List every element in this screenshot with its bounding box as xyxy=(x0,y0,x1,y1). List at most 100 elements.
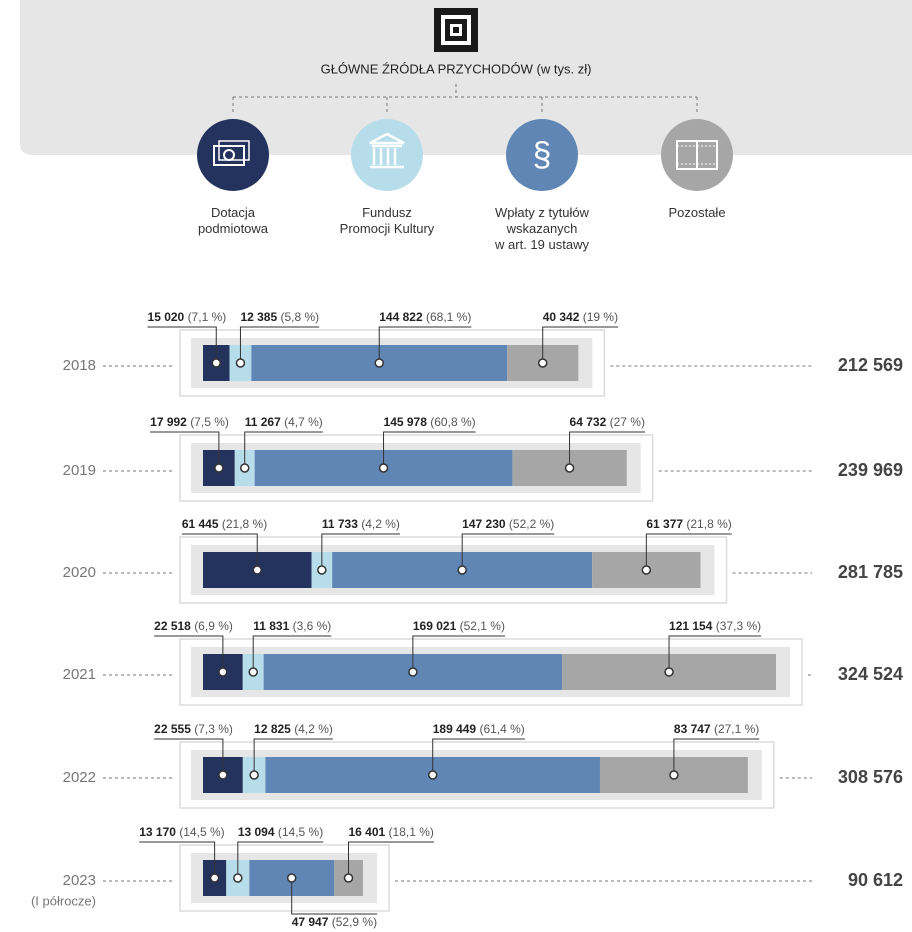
label-dot xyxy=(317,565,327,575)
data-label: 17 992 (7,5 %) xyxy=(150,415,229,429)
data-label: 12 385 (5,8 %) xyxy=(240,310,319,324)
value-label: 11 831 xyxy=(253,619,289,633)
label-dot xyxy=(209,873,220,883)
header-icon xyxy=(434,8,478,52)
bar-frame xyxy=(179,638,803,706)
data-label: 121 154 (37,3 %) xyxy=(669,619,761,633)
data-label-group: 16 401 (18,1 %) xyxy=(343,825,434,883)
value-label: 61 377 xyxy=(646,517,683,531)
data-label-group: 83 747 (27,1 %) xyxy=(669,722,760,780)
total-label: 324 524 xyxy=(838,664,903,684)
legend-entry: Pozostałe xyxy=(668,205,726,220)
percent-label: (3,6 %) xyxy=(293,619,332,633)
bar-frame xyxy=(179,434,654,502)
value-label: 83 747 xyxy=(674,722,711,736)
label-leader xyxy=(244,431,323,468)
legend-entry: Fundusz Promocji Kultury xyxy=(339,205,435,236)
value-label: 12 385 xyxy=(240,310,277,324)
icon-wplaty: § xyxy=(506,119,578,191)
label-leader xyxy=(237,841,324,878)
percent-label: (27 %) xyxy=(610,415,645,429)
label-dot xyxy=(457,565,467,575)
icon-fundusz xyxy=(351,119,423,191)
data-label: 16 401 (18,1 %) xyxy=(349,825,434,839)
label-dot xyxy=(408,667,418,677)
percent-label: (19 %) xyxy=(583,310,618,324)
category-label: 2019 xyxy=(63,462,96,479)
bar-frame xyxy=(179,844,390,912)
value-label: 121 154 xyxy=(669,619,713,633)
percent-label: (4,2 %) xyxy=(294,722,333,736)
percent-label: (4,2 %) xyxy=(361,517,400,531)
bar-frame xyxy=(179,329,606,397)
value-label: 61 445 xyxy=(182,517,219,531)
label-leader xyxy=(378,326,472,363)
percent-label: (4,7 %) xyxy=(284,415,323,429)
data-label-group: 121 154 (37,3 %) xyxy=(664,619,762,677)
data-label: 83 747 (27,1 %) xyxy=(674,722,759,736)
label-leader xyxy=(139,841,216,878)
value-label: 11 733 xyxy=(322,517,358,531)
label-leader xyxy=(673,738,760,775)
label-leader xyxy=(645,533,732,570)
value-label: 64 732 xyxy=(570,415,607,429)
category-label: 2018 xyxy=(63,357,96,374)
label-leader xyxy=(348,841,434,878)
data-label: 147 230 (52,2 %) xyxy=(462,517,554,531)
percent-label: (21,8 %) xyxy=(686,517,731,531)
label-dot xyxy=(537,358,548,368)
data-label: 15 020 (7,1 %) xyxy=(148,310,227,324)
percent-label: (14,5 %) xyxy=(278,825,323,839)
percent-label: (68,1 %) xyxy=(426,310,471,324)
data-label-group: 15 020 (7,1 %) xyxy=(147,310,227,368)
data-label: 169 021 (52,1 %) xyxy=(413,619,505,633)
header-connector xyxy=(232,84,698,115)
total-label: 308 576 xyxy=(838,767,903,787)
label-leader xyxy=(569,431,645,468)
total-label: 90 612 xyxy=(848,870,903,890)
label-dot xyxy=(214,463,224,473)
data-label-group: 22 518 (6,9 %) xyxy=(154,619,233,677)
total-label: 281 785 xyxy=(838,562,903,582)
label-dot xyxy=(249,770,259,780)
label-dot xyxy=(641,565,652,575)
data-label-group: 12 825 (4,2 %) xyxy=(249,722,333,780)
label-leader xyxy=(383,431,476,468)
label-leader xyxy=(291,878,378,915)
label-dot xyxy=(427,770,438,780)
label-leader xyxy=(253,738,333,775)
data-label-group: 147 230 (52,2 %) xyxy=(457,517,555,575)
label-dot xyxy=(564,463,575,473)
data-label-group: 13 170 (14,5 %) xyxy=(139,825,225,883)
label-leader xyxy=(252,635,332,672)
label-dot xyxy=(248,667,258,677)
period-note: (I półrocze) xyxy=(31,893,96,908)
percent-label: (52,9 %) xyxy=(332,915,377,929)
label-leader xyxy=(154,738,224,775)
data-label-group: 47 947 (52,9 %) xyxy=(286,873,378,929)
data-label-group: 189 449 (61,4 %) xyxy=(427,722,525,780)
data-label-group: 169 021 (52,1 %) xyxy=(408,619,505,677)
category-label: 2022 xyxy=(63,769,96,786)
data-label-group: 13 094 (14,5 %) xyxy=(233,825,324,883)
value-label: 147 230 xyxy=(462,517,506,531)
data-label: 189 449 (61,4 %) xyxy=(433,722,525,736)
label-leader xyxy=(542,326,619,363)
data-label: 11 733 (4,2 %) xyxy=(322,517,400,531)
data-label-group: 11 831 (3,6 %) xyxy=(248,619,332,677)
label-leader xyxy=(154,635,224,672)
value-label: 145 978 xyxy=(384,415,428,429)
data-label-group: 11 267 (4,7 %) xyxy=(239,415,323,473)
label-leader xyxy=(412,635,505,672)
data-label: 47 947 (52,9 %) xyxy=(292,915,377,929)
data-label: 12 825 (4,2 %) xyxy=(254,722,333,736)
percent-label: (52,2 %) xyxy=(509,517,554,531)
data-label: 145 978 (60,8 %) xyxy=(384,415,476,429)
value-label: 189 449 xyxy=(433,722,477,736)
label-dot xyxy=(233,873,243,883)
data-label-group: 17 992 (7,5 %) xyxy=(150,415,229,473)
data-label-group: 12 385 (5,8 %) xyxy=(235,310,320,368)
data-label: 13 170 (14,5 %) xyxy=(139,825,224,839)
total-label: 239 969 xyxy=(838,460,903,480)
